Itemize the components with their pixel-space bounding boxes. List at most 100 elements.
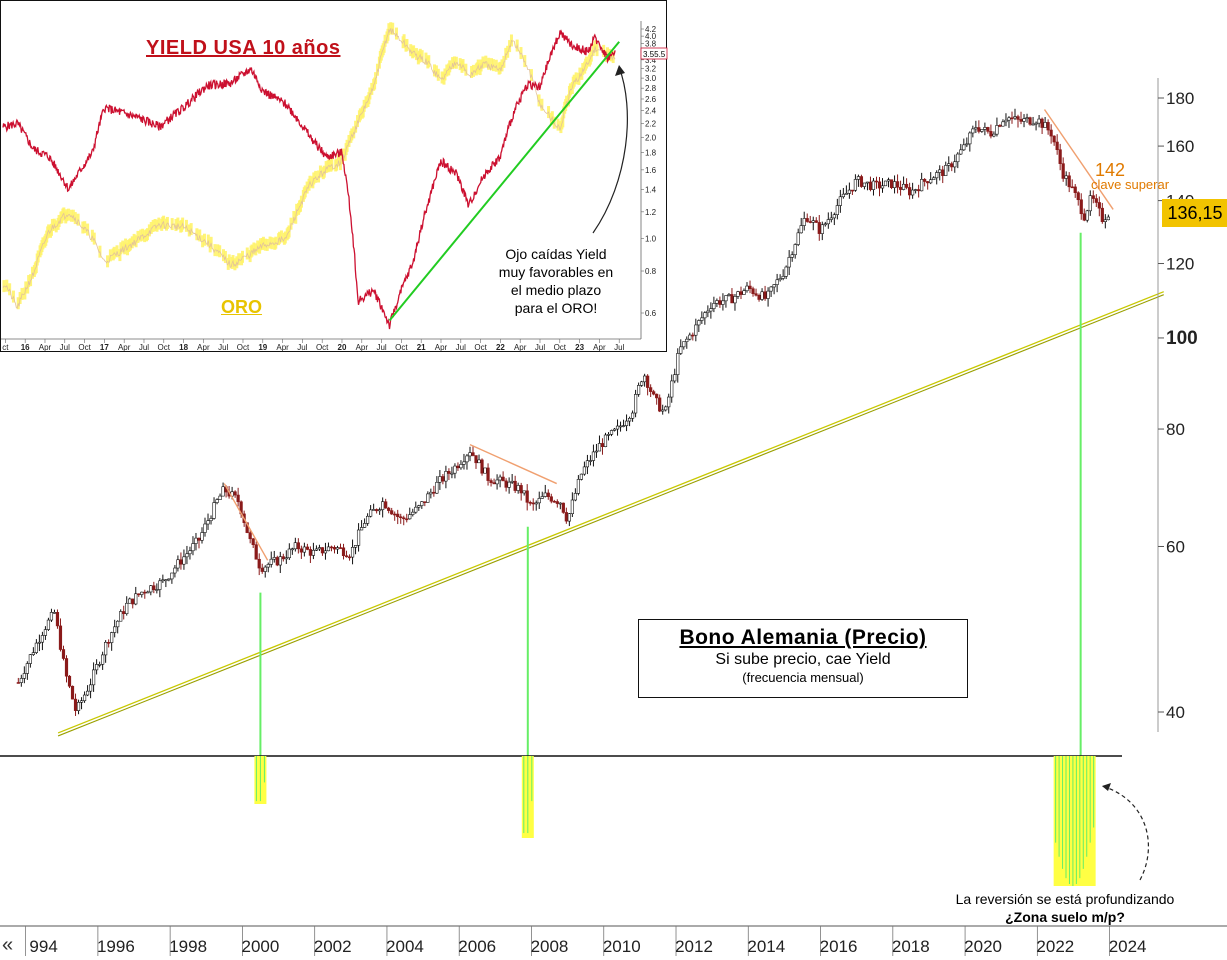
candle-body: [236, 494, 240, 503]
candle-body: [796, 232, 800, 245]
candle-body: [510, 480, 514, 483]
resistance-level-note: clave superar: [1091, 177, 1170, 192]
candle-body: [146, 591, 150, 594]
candle-body: [302, 546, 306, 553]
candle-body: [1037, 118, 1041, 124]
candle-body: [606, 434, 611, 436]
yield-support-trendline: [388, 41, 620, 322]
candle-body: [944, 165, 948, 176]
candle-body: [712, 303, 716, 309]
candle-body: [917, 189, 921, 192]
candle-body: [932, 177, 936, 181]
x-tick-label: 1996: [97, 937, 135, 956]
candle-body: [1091, 195, 1095, 199]
candle-body: [82, 694, 87, 702]
x-tick-label: 2006: [458, 937, 496, 956]
candle-body: [655, 393, 659, 399]
candle-body: [742, 290, 746, 295]
candle-body: [1028, 117, 1032, 125]
candle-body: [260, 567, 264, 572]
inset-x-tick-label: Jul: [376, 343, 386, 352]
candle-body: [393, 513, 397, 516]
inset-x-tick-label: ct: [2, 343, 9, 352]
candle-body: [161, 579, 165, 582]
candle-body: [868, 181, 873, 190]
inset-x-tick-label: Apr: [276, 343, 289, 352]
candle-body: [980, 129, 984, 132]
candle-body: [1004, 119, 1008, 123]
candle-body: [802, 218, 806, 226]
candle-body: [308, 549, 312, 556]
candle-body: [119, 611, 123, 622]
inset-x-tick-label: Oct: [395, 343, 408, 352]
candle-body: [664, 406, 668, 411]
y-tick-label: 160: [1166, 137, 1194, 156]
candle-body: [64, 658, 69, 677]
inset-x-tick-label: Jul: [139, 343, 149, 352]
candle-body: [1040, 118, 1044, 128]
candle-body: [1007, 117, 1011, 121]
candle-body: [697, 320, 701, 326]
candle-body: [766, 290, 770, 299]
candle-body: [314, 548, 319, 551]
candle-body: [468, 452, 472, 457]
candle-body: [299, 548, 303, 553]
candle-body: [203, 523, 207, 533]
candle-body: [754, 293, 758, 296]
candle-body: [784, 266, 788, 277]
candle-body: [832, 214, 836, 219]
inset-x-tick-label: Oct: [554, 343, 567, 352]
inset-y-tick-label: 3.4: [645, 56, 657, 65]
inset-x-tick-label: Apr: [118, 343, 131, 352]
gold-series: [2, 22, 616, 310]
candle-body: [880, 185, 885, 189]
candle-body: [892, 181, 897, 189]
candle-body: [79, 700, 84, 703]
inset-x-tick-label: Oct: [474, 343, 487, 352]
candle-body: [489, 480, 493, 483]
candle-body: [266, 564, 270, 568]
candle-body: [58, 625, 63, 650]
inset-y-tick-label: 1.2: [645, 208, 657, 217]
candle-body: [70, 685, 75, 700]
candle-body: [814, 220, 818, 223]
candle-body: [688, 334, 692, 340]
x-tick-label: 2008: [531, 937, 569, 956]
candle-body: [483, 467, 487, 474]
candle-body: [116, 620, 120, 628]
candle-body: [974, 127, 978, 130]
candle-body: [612, 428, 617, 431]
candle-body: [326, 546, 331, 552]
x-tick-label: 2024: [1109, 937, 1147, 956]
candle-body: [986, 127, 990, 132]
candle-body: [471, 452, 475, 456]
oscillator-bars: [254, 756, 1096, 886]
candle-body: [107, 642, 111, 644]
candle-body: [1094, 198, 1098, 203]
candle-body: [1031, 123, 1035, 126]
candle-body: [564, 512, 568, 522]
candle-body: [757, 294, 761, 300]
candle-body: [125, 602, 129, 615]
candle-body: [898, 186, 903, 190]
inset-y-tick-label: 3.8: [645, 40, 657, 49]
candle-body: [739, 291, 743, 295]
candle-body: [507, 481, 511, 488]
candle-body: [128, 598, 132, 604]
candle-body: [971, 128, 975, 134]
candle-body: [194, 537, 198, 544]
candle-body: [835, 205, 839, 215]
candle-body: [1067, 175, 1071, 188]
candle-body: [423, 501, 427, 503]
candle-body: [594, 450, 599, 453]
candle-body: [1019, 119, 1023, 122]
candle-body: [600, 443, 605, 447]
candle-body: [962, 144, 966, 151]
scroll-left-button[interactable]: «: [2, 934, 14, 956]
candle-body: [923, 179, 927, 182]
candle-body: [396, 513, 400, 518]
inset-y-tick-label: 1.4: [645, 185, 657, 194]
inset-x-tick-label: 21: [417, 343, 426, 352]
candle-body: [1100, 207, 1104, 222]
inset-x-tick-label: 18: [179, 343, 188, 352]
